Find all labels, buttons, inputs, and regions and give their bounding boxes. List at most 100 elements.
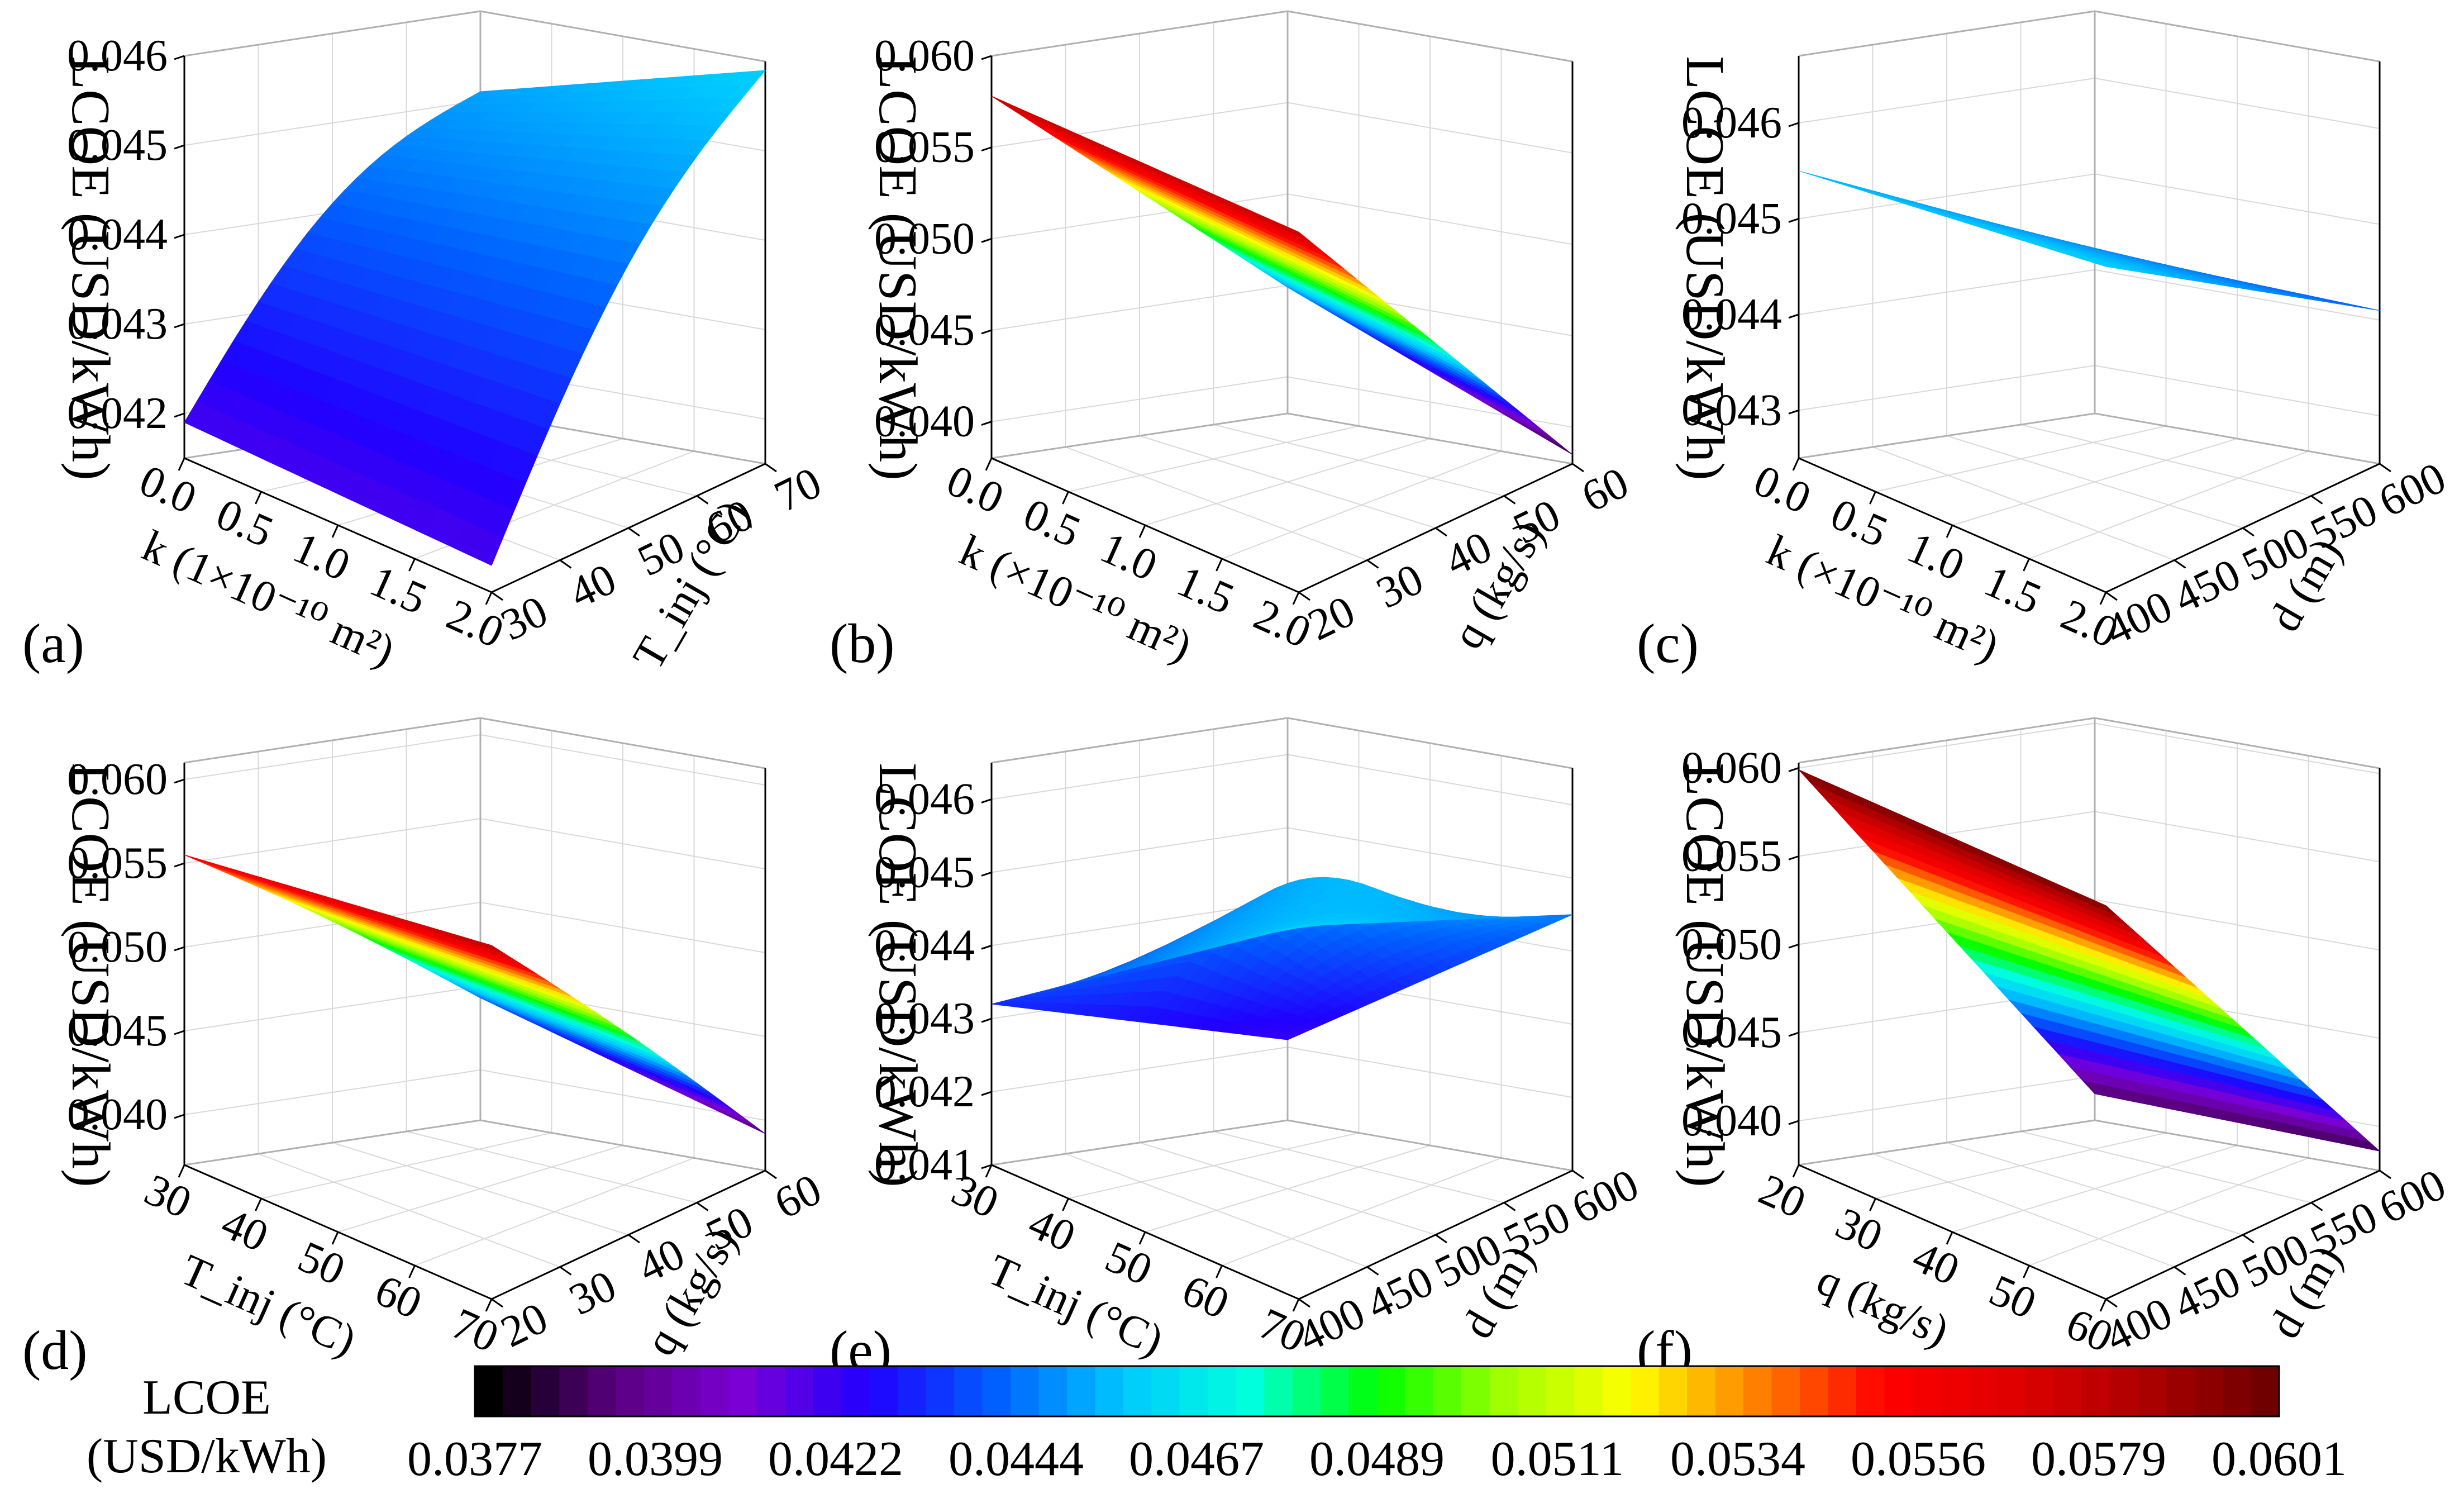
colorbar-swatch	[2166, 1366, 2195, 1416]
colorbar-swatch	[1405, 1366, 1434, 1416]
axis-line	[1435, 1234, 1447, 1244]
axis-line	[981, 1017, 992, 1023]
axis-line	[1798, 10, 2095, 57]
grid-line	[406, 1131, 697, 1204]
z-tick-label: 0.042	[67, 389, 168, 438]
z-tick-label: 0.060	[874, 31, 975, 80]
axis-line	[1798, 717, 2095, 764]
colorbar-swatch	[2223, 1366, 2252, 1416]
axis-line	[628, 527, 640, 537]
x-tick-label: 0.5	[209, 489, 280, 557]
colorbar-swatch	[672, 1366, 701, 1416]
axis-line	[981, 329, 992, 335]
x-tick-label: 20	[1752, 1165, 1813, 1228]
z-axis-title: LCOE (USD/kWh)	[1675, 56, 1735, 480]
axis-line	[1788, 767, 1799, 772]
colorbar-swatch	[1433, 1366, 1462, 1416]
z-tick-label: 0.050	[1681, 920, 1782, 969]
z-tick-label: 0.046	[67, 31, 168, 80]
z-axis-title: LCOE (USD/kWh)	[868, 763, 928, 1187]
colorbar-swatch	[869, 1366, 899, 1416]
panel-label: (a)	[22, 612, 84, 674]
surface-patch	[1004, 101, 1030, 116]
axis-line	[696, 1202, 709, 1211]
z-tick-label: 0.060	[67, 755, 168, 804]
y-tick-label: 60	[1574, 458, 1636, 522]
colorbar-swatch	[728, 1366, 757, 1416]
surface-patch	[478, 941, 503, 953]
axis-line	[1366, 1266, 1379, 1276]
colorbar-swatch	[1066, 1366, 1096, 1416]
z-tick-label: 0.044	[1681, 290, 1782, 339]
y-tick-label: 30	[493, 587, 555, 650]
grid-line	[2029, 1157, 2309, 1266]
axis-line	[981, 421, 992, 426]
axis-line	[1788, 1031, 1799, 1037]
axis-line	[174, 778, 185, 784]
x-tick-label: 30	[1829, 1198, 1890, 1262]
axis-line	[1138, 1231, 1146, 1245]
colorbar-swatch	[1546, 1366, 1575, 1416]
colorbar-swatch	[1264, 1366, 1293, 1416]
axis-line	[1287, 717, 1573, 769]
surface	[991, 877, 1573, 1040]
axis-line	[981, 55, 992, 60]
axis-line	[1435, 527, 1447, 537]
axis-line	[2105, 1298, 2118, 1308]
axis-line	[1298, 591, 1310, 601]
surface-patch	[2093, 900, 2118, 916]
y-tick-label: 450	[2166, 549, 2248, 623]
axis-line	[408, 558, 416, 572]
panel-b: 0.040 0.045 0.050 0.055 0.060 0.0 0.5 1.0 1.5 2.0…	[830, 10, 1636, 674]
axis-line	[559, 559, 572, 569]
colorbar-swatch	[531, 1366, 560, 1416]
grid-line	[332, 1142, 629, 1235]
colorbar-swatch	[2025, 1366, 2055, 1416]
grid-line	[1222, 450, 1502, 559]
axis-line	[255, 491, 262, 505]
grid-line	[1139, 1142, 1436, 1235]
colorbar-swatch	[587, 1366, 617, 1416]
x-tick-label: 60	[368, 1266, 429, 1329]
axis-line	[2379, 463, 2391, 473]
z-tick-label: 0.043	[67, 299, 168, 349]
axis-line	[1292, 1299, 1300, 1312]
axis-line	[174, 55, 185, 60]
axis-line	[2242, 527, 2255, 537]
x-tick-label: 0.0	[1747, 456, 1818, 524]
surface-patch	[1537, 429, 1561, 446]
colorbar-tick-label: 0.0489	[1309, 1432, 1445, 1486]
colorbar-tick-label: 0.0511	[1491, 1432, 1624, 1486]
colorbar-swatch	[1912, 1366, 1942, 1416]
colorbar-swatch	[616, 1366, 645, 1416]
panel-e: 0.0410.0420.0430.0440.0450.0463040506070…	[830, 717, 1646, 1381]
x-tick-label: 0.5	[1017, 489, 1088, 557]
colorbar-swatch	[1518, 1366, 1547, 1416]
axis-line	[331, 1231, 339, 1245]
colorbar-swatch	[756, 1366, 786, 1416]
z-tick-label: 0.046	[1681, 98, 1782, 148]
colorbar-swatch	[1095, 1366, 1124, 1416]
axis-line	[981, 871, 992, 877]
axis-line	[1792, 1164, 1800, 1178]
z-axis-title: LCOE (USD/kWh)	[60, 763, 121, 1187]
axis-line	[1788, 855, 1799, 860]
colorbar-swatch	[1631, 1366, 1660, 1416]
x-tick-label: 70	[445, 1299, 506, 1362]
colorbar-swatch	[1236, 1366, 1265, 1416]
z-tick-label: 0.050	[67, 922, 168, 972]
colorbar-swatch	[1828, 1366, 1857, 1416]
axis-line	[1788, 409, 1799, 415]
axis-line	[480, 1119, 766, 1172]
axis-line	[174, 323, 185, 329]
y-tick-label: 70	[767, 458, 828, 522]
colorbar-swatch	[1884, 1366, 1913, 1416]
panel-label: (b)	[830, 612, 895, 674]
axis-line	[1792, 458, 1800, 471]
axis-line	[184, 10, 481, 57]
axis-line	[2099, 592, 2107, 605]
axis-line	[1292, 592, 1300, 605]
y-tick-label: 60	[767, 1165, 828, 1229]
axis-line	[2379, 1169, 2391, 1179]
